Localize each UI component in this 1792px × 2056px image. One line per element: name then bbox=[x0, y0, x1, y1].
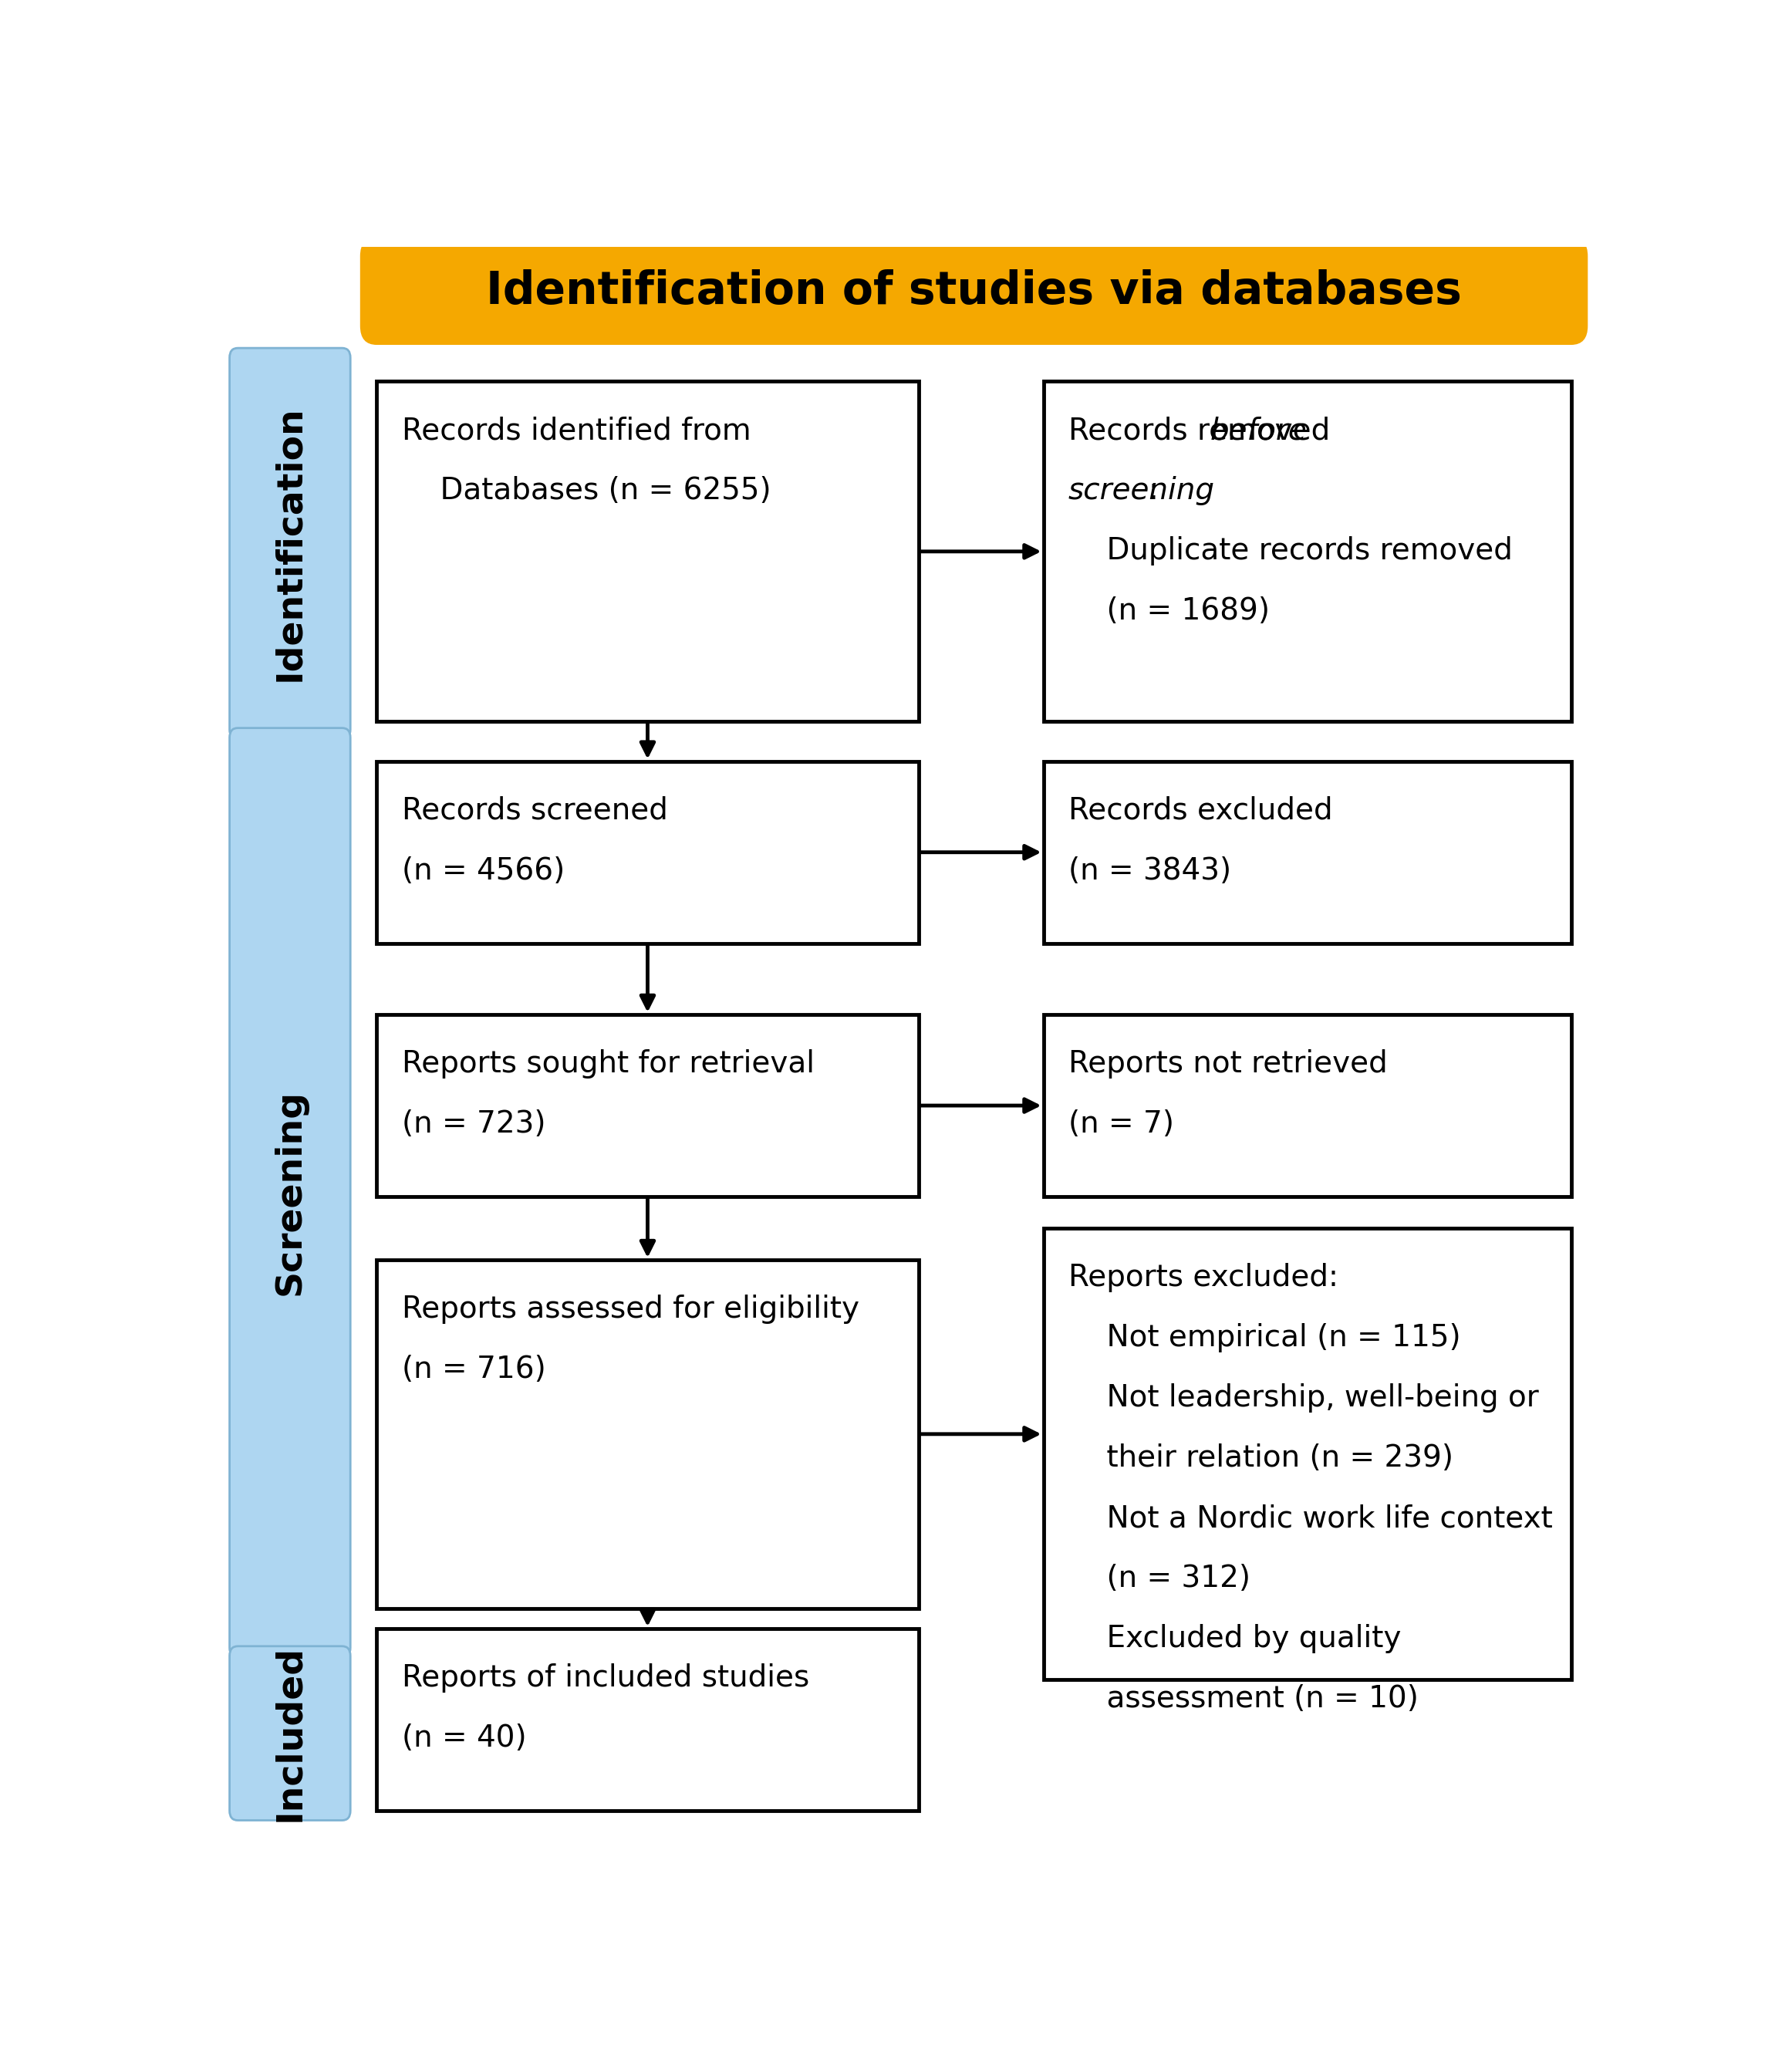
Text: Records removed: Records removed bbox=[1068, 415, 1340, 446]
Text: Reports assessed for eligibility: Reports assessed for eligibility bbox=[401, 1295, 858, 1324]
Text: Databases (n = 6255): Databases (n = 6255) bbox=[401, 477, 771, 506]
FancyBboxPatch shape bbox=[1043, 761, 1572, 944]
Text: :: : bbox=[1149, 477, 1158, 506]
Text: (n = 4566): (n = 4566) bbox=[401, 855, 564, 886]
Text: (n = 723): (n = 723) bbox=[401, 1110, 545, 1139]
Text: Screening: Screening bbox=[272, 1090, 306, 1295]
FancyBboxPatch shape bbox=[376, 1014, 919, 1197]
Text: Reports sought for retrieval: Reports sought for retrieval bbox=[401, 1049, 815, 1079]
Text: Not a Nordic work life context: Not a Nordic work life context bbox=[1068, 1503, 1552, 1534]
Text: Not leadership, well-being or: Not leadership, well-being or bbox=[1068, 1384, 1539, 1412]
Text: Reports of included studies: Reports of included studies bbox=[401, 1663, 810, 1692]
Text: (n = 7): (n = 7) bbox=[1068, 1110, 1174, 1139]
Text: Identification of studies via databases: Identification of studies via databases bbox=[486, 269, 1462, 313]
FancyBboxPatch shape bbox=[229, 728, 351, 1657]
Text: Duplicate records removed: Duplicate records removed bbox=[1068, 537, 1512, 565]
FancyBboxPatch shape bbox=[1043, 1227, 1572, 1680]
Text: before: before bbox=[1210, 415, 1306, 446]
Text: (n = 3843): (n = 3843) bbox=[1068, 855, 1231, 886]
Text: Excluded by quality: Excluded by quality bbox=[1068, 1624, 1401, 1653]
FancyBboxPatch shape bbox=[376, 380, 919, 722]
FancyBboxPatch shape bbox=[376, 1628, 919, 1811]
Text: Records excluded: Records excluded bbox=[1068, 796, 1333, 824]
Text: Reports excluded:: Reports excluded: bbox=[1068, 1262, 1339, 1293]
Text: Not empirical (n = 115): Not empirical (n = 115) bbox=[1068, 1324, 1460, 1353]
Text: their relation (n = 239): their relation (n = 239) bbox=[1068, 1443, 1453, 1472]
Text: Identification: Identification bbox=[272, 405, 306, 681]
Text: (n = 716): (n = 716) bbox=[401, 1355, 547, 1384]
Text: (n = 40): (n = 40) bbox=[401, 1723, 527, 1754]
FancyBboxPatch shape bbox=[229, 347, 351, 738]
Text: (n = 312): (n = 312) bbox=[1068, 1565, 1251, 1593]
FancyBboxPatch shape bbox=[229, 1647, 351, 1820]
Text: Reports not retrieved: Reports not retrieved bbox=[1068, 1049, 1387, 1079]
FancyBboxPatch shape bbox=[1043, 380, 1572, 722]
FancyBboxPatch shape bbox=[360, 236, 1588, 345]
Text: Records identified from: Records identified from bbox=[401, 415, 751, 446]
FancyBboxPatch shape bbox=[376, 1260, 919, 1608]
FancyBboxPatch shape bbox=[376, 761, 919, 944]
Text: Included: Included bbox=[272, 1645, 306, 1822]
Text: assessment (n = 10): assessment (n = 10) bbox=[1068, 1684, 1419, 1713]
Text: Records screened: Records screened bbox=[401, 796, 668, 824]
Text: (n = 1689): (n = 1689) bbox=[1068, 596, 1271, 625]
FancyBboxPatch shape bbox=[1043, 1014, 1572, 1197]
Text: screening: screening bbox=[1068, 477, 1215, 506]
